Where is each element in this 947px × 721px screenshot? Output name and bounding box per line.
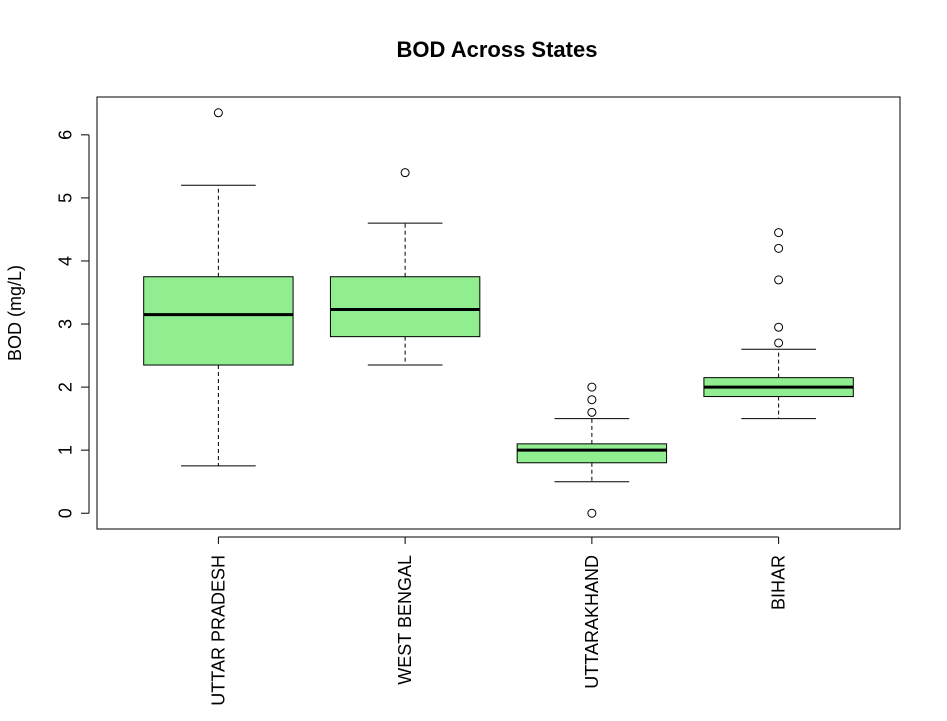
outlier-point (587, 382, 597, 392)
outlier-point (400, 168, 410, 178)
outlier-point (587, 395, 597, 405)
outlier-point (587, 407, 597, 417)
x-tick-label: UTTARAKHAND (582, 555, 602, 689)
outlier-point (774, 228, 784, 238)
y-tick-label: 4 (56, 256, 76, 266)
y-axis-label: BOD (mg/L) (5, 265, 25, 361)
box-group (703, 228, 854, 420)
y-axis: 0 1 2 3 4 5 6 (56, 130, 90, 518)
box-iqr (143, 276, 294, 366)
outlier-point (587, 508, 597, 518)
outlier-point (213, 108, 223, 118)
x-tick-label: UTTAR PRADESH (208, 555, 228, 706)
y-tick-label: 2 (56, 382, 76, 392)
box-iqr (516, 443, 668, 464)
box-group (329, 168, 481, 366)
outlier-point (774, 275, 784, 285)
outlier-point (774, 243, 784, 253)
box-group (516, 382, 668, 518)
box-group (143, 108, 294, 467)
plot-frame (96, 96, 901, 530)
y-tick-label: 1 (56, 445, 76, 455)
x-tick-label: WEST BENGAL (395, 555, 415, 685)
x-tick-label: BIHAR (769, 555, 789, 610)
y-tick-label: 3 (56, 319, 76, 329)
y-tick-label: 5 (56, 193, 76, 203)
y-tick-label: 6 (56, 130, 76, 140)
x-axis: UTTAR PRADESH WEST BENGAL UTTARAKHAND BIHAR (208, 536, 789, 706)
boxes-layer (143, 108, 854, 518)
box-iqr (329, 276, 481, 338)
outlier-point (774, 322, 784, 332)
chart-title: BOD Across States (397, 37, 598, 62)
outlier-point (774, 338, 784, 348)
y-tick-label: 0 (56, 508, 76, 518)
